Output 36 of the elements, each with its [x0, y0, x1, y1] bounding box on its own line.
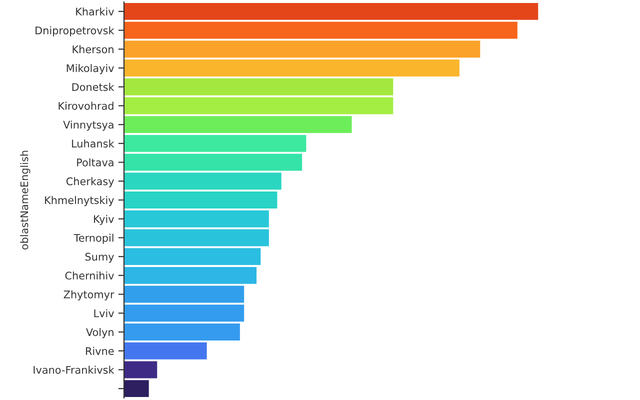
- bar: [124, 266, 257, 284]
- y-tick-label: Volyn: [86, 328, 114, 338]
- y-axis-title: oblastNameEnglish: [20, 150, 30, 250]
- y-tick-label: Kherson: [72, 45, 114, 54]
- bar: [124, 361, 158, 378]
- bar: [124, 192, 278, 208]
- y-tick-label: Poltava: [77, 158, 114, 166]
- y-tick-label: Kirovohrad: [58, 102, 114, 110]
- y-tick-label: Ivano-Frankivsk: [34, 366, 114, 374]
- y-tick-label: Sumy: [85, 252, 114, 263]
- bar: [124, 134, 306, 152]
- bar: [124, 248, 261, 266]
- y-tick-label: Mikolayiv: [66, 64, 114, 74]
- bar: [124, 116, 352, 134]
- bar: [124, 380, 149, 398]
- bar: [124, 324, 240, 340]
- y-tick-label: Kharkiv: [76, 7, 114, 16]
- bar: [124, 154, 302, 171]
- y-tick-label: Rivne: [86, 346, 114, 355]
- bar: [124, 2, 538, 20]
- y-tick-label: Dnipropetrovsk: [36, 26, 114, 36]
- bar: [124, 22, 518, 39]
- y-tick-label: Chernihiv: [65, 271, 114, 280]
- y-tick-label: Kyiv: [94, 214, 114, 225]
- y-tick-label: Ternopil: [74, 234, 114, 244]
- y-tick-label: Zhytomyr: [64, 290, 114, 300]
- bar: [124, 60, 460, 76]
- y-tick-label: Lviv: [94, 309, 114, 318]
- bar: [124, 342, 207, 360]
- y-tick-label: Cherkasy: [66, 177, 114, 188]
- y-tick-label: Luhansk: [72, 139, 114, 148]
- bar: [124, 172, 282, 190]
- y-tick-label: Vinnytsya: [63, 120, 114, 131]
- bar: [124, 40, 480, 58]
- y-tick-label: Khmelnytskiy: [45, 196, 114, 206]
- y-tick-label: Donetsk: [72, 82, 114, 91]
